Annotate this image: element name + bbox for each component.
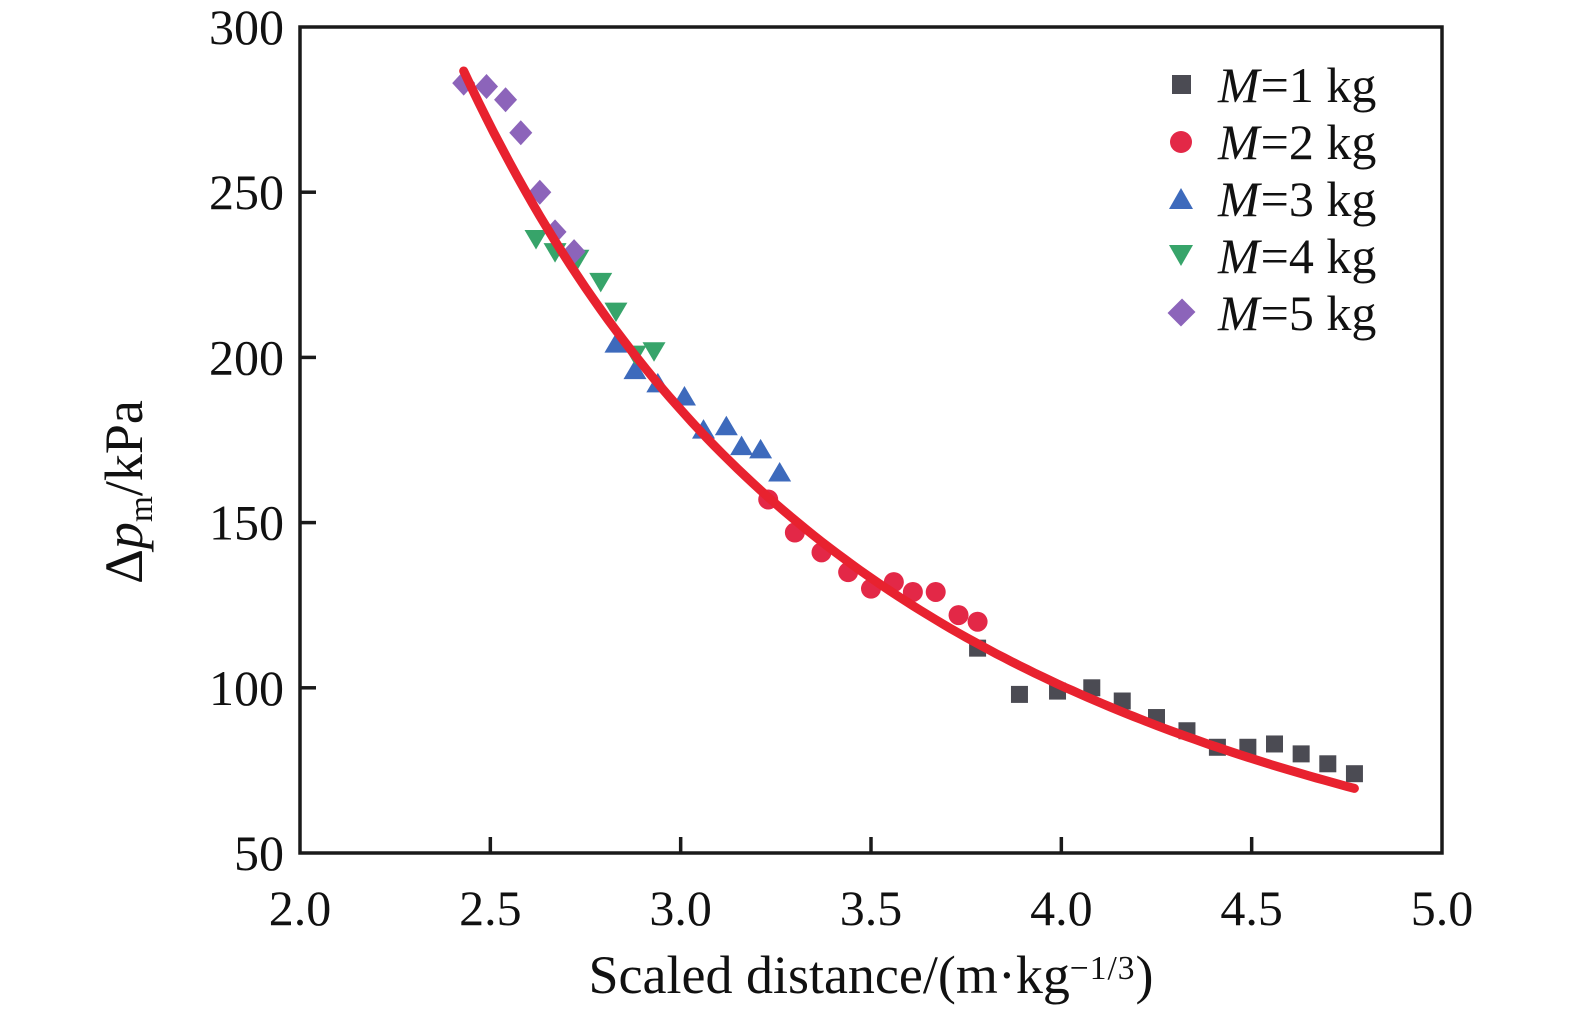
data-point-triangle-down bbox=[524, 229, 548, 250]
x-tick-label: 2.0 bbox=[269, 880, 332, 936]
legend-label-rest: =5 kg bbox=[1260, 284, 1377, 341]
legend-label-var: M bbox=[1218, 56, 1260, 113]
legend-item-m2: M=2 kg bbox=[1164, 113, 1376, 170]
data-point-triangle-up bbox=[623, 359, 647, 380]
legend-label-var: M bbox=[1218, 227, 1260, 284]
legend-item-m3: M=3 kg bbox=[1164, 170, 1376, 227]
data-point-circle bbox=[902, 581, 923, 602]
y-axis-title-symbol: p bbox=[94, 522, 154, 550]
data-point-triangle-down bbox=[589, 272, 613, 293]
data-point-triangle-up bbox=[714, 415, 738, 436]
data-point-square bbox=[1010, 685, 1028, 703]
legend-label: M=1 kg bbox=[1218, 60, 1376, 110]
circle-marker-icon bbox=[1164, 130, 1198, 153]
square-marker-icon bbox=[1164, 75, 1198, 94]
data-point-square bbox=[1292, 745, 1310, 763]
y-tick-label: 200 bbox=[209, 329, 284, 385]
data-point-triangle-up bbox=[730, 435, 754, 456]
x-axis-title-exponent: −1/3 bbox=[1069, 950, 1136, 987]
data-point-diamond bbox=[509, 120, 533, 146]
data-point-circle bbox=[967, 611, 988, 632]
data-point-triangle-up bbox=[749, 438, 773, 459]
y-axis-title-delta: Δ bbox=[94, 549, 154, 584]
data-point-triangle-up bbox=[768, 462, 792, 482]
data-point-triangle-down bbox=[642, 342, 666, 362]
y-axis-title: Δpm/kPa bbox=[93, 400, 161, 584]
y-tick-label: 100 bbox=[209, 660, 284, 716]
data-point-circle bbox=[948, 605, 969, 626]
y-tick-label: 250 bbox=[209, 164, 284, 220]
legend-item-m5: M=5 kg bbox=[1164, 284, 1376, 341]
x-axis-title-main: Scaled distance/(m·kg bbox=[588, 945, 1070, 1005]
x-tick-label: 4.5 bbox=[1220, 880, 1283, 936]
legend-item-m1: M=1 kg bbox=[1164, 56, 1376, 113]
legend-label-rest: =2 kg bbox=[1260, 113, 1377, 170]
axes-layer bbox=[298, 25, 1444, 855]
y-tick-label: 50 bbox=[234, 825, 284, 881]
x-axis-title: Scaled distance/(m·kg−1/3) bbox=[300, 944, 1442, 1006]
y-axis-title-subscript: m bbox=[123, 496, 160, 523]
fit-curve-layer bbox=[459, 66, 1359, 793]
x-tick-label: 4.0 bbox=[1030, 880, 1093, 936]
legend-label: M=4 kg bbox=[1218, 231, 1376, 281]
y-tick-label: 150 bbox=[209, 495, 284, 551]
legend-label-var: M bbox=[1218, 170, 1260, 227]
x-tick-label: 2.5 bbox=[459, 880, 522, 936]
legend-label-rest: =4 kg bbox=[1260, 227, 1377, 284]
data-point-square bbox=[1113, 692, 1131, 710]
data-point-triangle-up bbox=[604, 333, 628, 353]
data-point-diamond bbox=[494, 87, 518, 113]
legend-item-m4: M=4 kg bbox=[1164, 227, 1376, 284]
data-point-triangle-down bbox=[604, 302, 628, 323]
legend-label-var: M bbox=[1218, 113, 1260, 170]
fit-curve bbox=[459, 66, 1359, 793]
x-tick-label: 3.5 bbox=[840, 880, 903, 936]
legend-label: M=5 kg bbox=[1218, 288, 1376, 338]
legend-label-rest: =3 kg bbox=[1260, 170, 1377, 227]
tick-labels-layer: 2.0 2.5 3.0 3.5 4.0 4.5 5.0 50 100 150 200 250 300 bbox=[209, 0, 1473, 936]
data-point-circle bbox=[925, 581, 946, 602]
data-point-square bbox=[1266, 735, 1284, 753]
x-tick-label: 3.0 bbox=[649, 880, 712, 936]
triangle-down-marker-icon bbox=[1164, 245, 1198, 266]
x-axis-title-end: ) bbox=[1135, 945, 1154, 1005]
legend-label-rest: =1 kg bbox=[1260, 56, 1377, 113]
y-axis-title-units: /kPa bbox=[94, 400, 154, 497]
data-point-square bbox=[1083, 679, 1101, 697]
legend-label: M=2 kg bbox=[1218, 117, 1376, 167]
diamond-marker-icon bbox=[1164, 298, 1198, 327]
legend-label: M=3 kg bbox=[1218, 174, 1376, 224]
triangle-up-marker-icon bbox=[1164, 188, 1198, 209]
data-point-square bbox=[1345, 765, 1363, 783]
legend: M=1 kg M=2 kg M=3 kg M=4 kg M=5 kg bbox=[1164, 56, 1376, 341]
data-point-square bbox=[1319, 755, 1337, 773]
data-point-diamond bbox=[475, 73, 499, 99]
y-tick-label: 300 bbox=[209, 0, 284, 55]
legend-label-var: M bbox=[1218, 284, 1260, 341]
x-tick-label: 5.0 bbox=[1411, 880, 1474, 936]
